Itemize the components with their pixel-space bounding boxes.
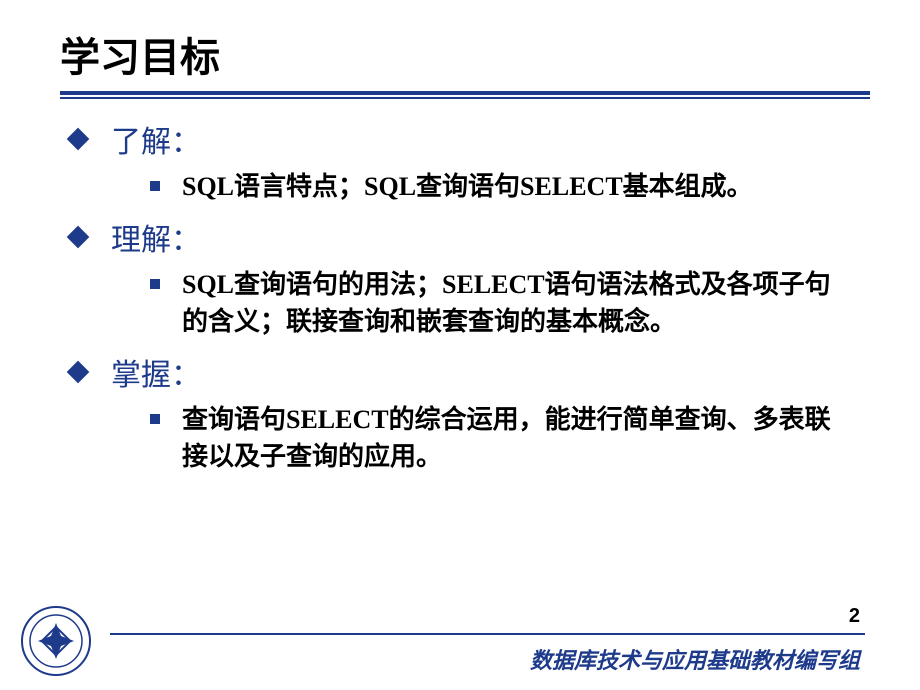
section-header: 理解： xyxy=(60,215,870,259)
footer: 2 数据库技术与应用基础教材编写组 xyxy=(0,605,920,675)
list-item: SQL语言特点；SQL查询语句SELECT基本组成。 xyxy=(150,169,870,205)
item-text: 查询语句SELECT的综合运用，能进行简单查询、多表联接以及子查询的应用。 xyxy=(182,402,840,475)
list-item: SQL查询语句的用法；SELECT语句语法格式及各项子句的含义；联接查询和嵌套查… xyxy=(150,267,870,340)
divider-thin xyxy=(60,97,870,99)
diamond-bullet-icon xyxy=(67,361,90,384)
section-title: 了解： xyxy=(111,117,201,161)
list-item: 查询语句SELECT的综合运用，能进行简单查询、多表联接以及子查询的应用。 xyxy=(150,402,870,475)
title-divider xyxy=(60,91,870,97)
section-header: 了解： xyxy=(60,117,870,161)
slide-container: 学习目标 了解： SQL语言特点；SQL查询语句SELECT基本组成。 理解： … xyxy=(0,0,920,690)
square-bullet-icon xyxy=(150,279,160,289)
section-title: 掌握： xyxy=(111,350,201,394)
logo-svg xyxy=(20,605,92,677)
footer-text: 数据库技术与应用基础教材编写组 xyxy=(530,643,860,675)
footer-divider xyxy=(110,633,865,635)
square-bullet-icon xyxy=(150,181,160,191)
square-bullet-icon xyxy=(150,414,160,424)
university-logo-icon xyxy=(20,605,92,677)
section-1: 了解： SQL语言特点；SQL查询语句SELECT基本组成。 xyxy=(60,117,870,205)
divider-thick xyxy=(60,91,870,95)
diamond-bullet-icon xyxy=(67,226,90,249)
section-2: 理解： SQL查询语句的用法；SELECT语句语法格式及各项子句的含义；联接查询… xyxy=(60,215,870,340)
page-title: 学习目标 xyxy=(60,25,870,83)
item-text: SQL查询语句的用法；SELECT语句语法格式及各项子句的含义；联接查询和嵌套查… xyxy=(182,267,840,340)
content-area: 了解： SQL语言特点；SQL查询语句SELECT基本组成。 理解： SQL查询… xyxy=(60,117,870,475)
section-3: 掌握： 查询语句SELECT的综合运用，能进行简单查询、多表联接以及子查询的应用… xyxy=(60,350,870,475)
diamond-bullet-icon xyxy=(67,128,90,151)
section-header: 掌握： xyxy=(60,350,870,394)
item-text: SQL语言特点；SQL查询语句SELECT基本组成。 xyxy=(182,169,753,205)
page-number: 2 xyxy=(849,605,860,628)
section-title: 理解： xyxy=(111,215,201,259)
